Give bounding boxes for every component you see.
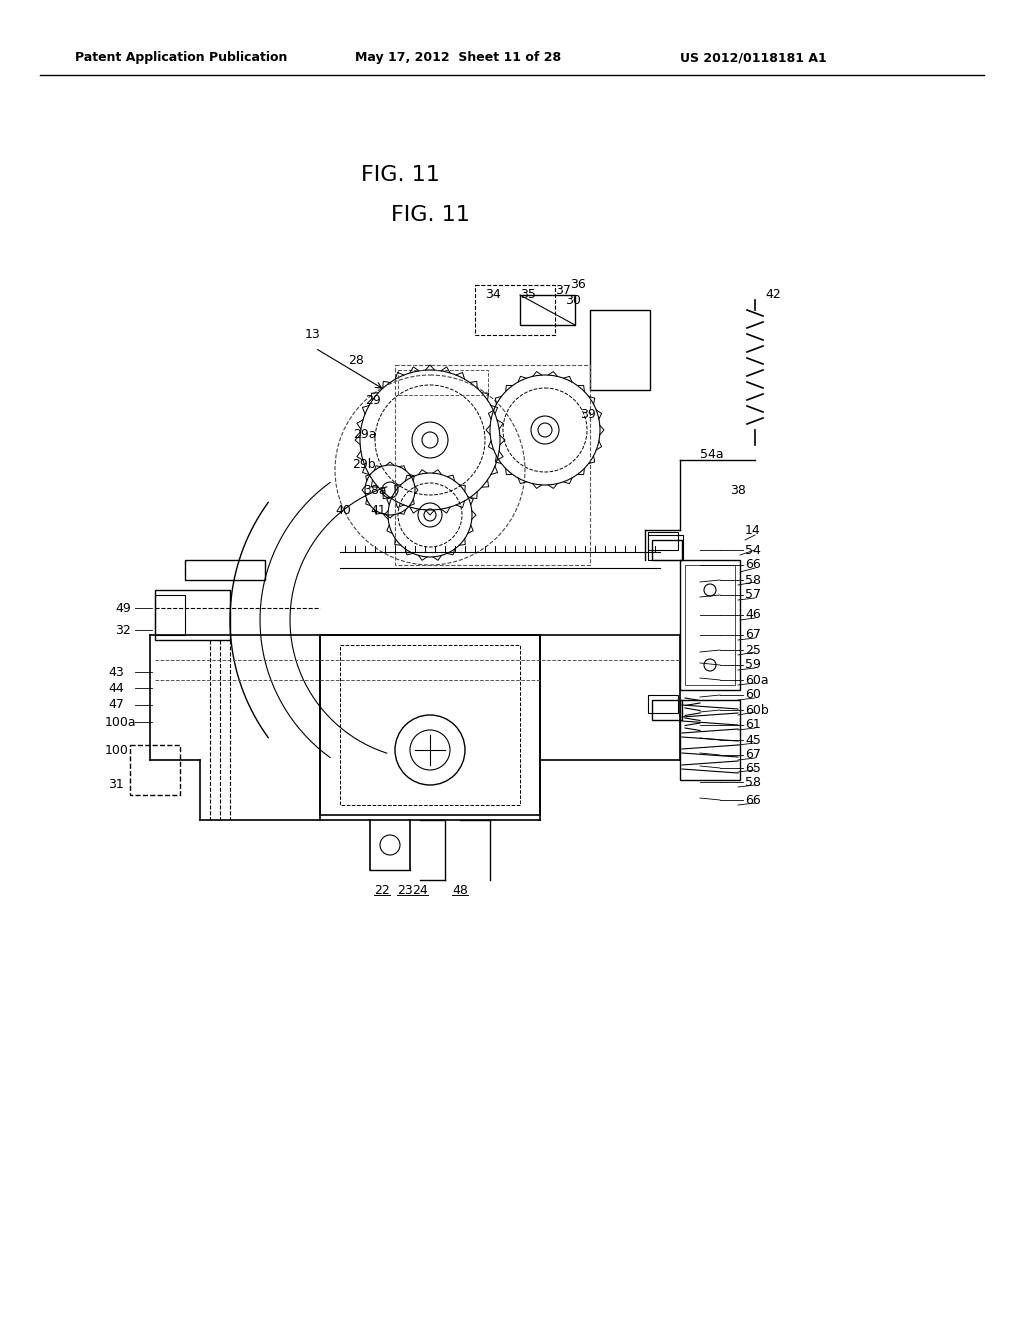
Bar — [398, 370, 488, 395]
Text: 45: 45 — [745, 734, 761, 747]
Text: 44: 44 — [108, 681, 124, 694]
Text: 34: 34 — [485, 289, 501, 301]
Text: 22: 22 — [374, 883, 390, 896]
Text: 42: 42 — [765, 289, 780, 301]
Text: US 2012/0118181 A1: US 2012/0118181 A1 — [680, 51, 826, 65]
Text: 35: 35 — [520, 289, 536, 301]
Text: 28: 28 — [348, 354, 364, 367]
Bar — [319, 635, 540, 814]
Text: 36: 36 — [570, 279, 586, 292]
Text: 14: 14 — [745, 524, 761, 536]
Text: 38: 38 — [730, 483, 745, 496]
Text: 100: 100 — [105, 743, 129, 756]
Text: 25: 25 — [745, 644, 761, 656]
Text: 43: 43 — [108, 665, 124, 678]
Text: 24: 24 — [412, 883, 428, 896]
Text: 40: 40 — [335, 503, 351, 516]
Bar — [680, 560, 740, 690]
Text: 47: 47 — [108, 698, 124, 711]
Text: 49: 49 — [115, 602, 131, 615]
Text: 23: 23 — [397, 883, 413, 896]
Text: 39: 39 — [580, 408, 596, 421]
Text: FIG. 11: FIG. 11 — [360, 165, 439, 185]
Bar — [590, 310, 650, 389]
Text: 31: 31 — [108, 779, 124, 792]
Text: May 17, 2012  Sheet 11 of 28: May 17, 2012 Sheet 11 of 28 — [355, 51, 561, 65]
Text: 58: 58 — [745, 573, 761, 586]
Text: 60: 60 — [745, 689, 761, 701]
Text: 41: 41 — [370, 503, 386, 516]
Text: 60a: 60a — [745, 673, 769, 686]
Text: 13: 13 — [305, 329, 321, 342]
Bar — [185, 560, 265, 579]
Bar — [652, 540, 682, 560]
Text: 30: 30 — [565, 293, 581, 306]
Bar — [680, 700, 740, 780]
Text: 66: 66 — [745, 793, 761, 807]
Text: Patent Application Publication: Patent Application Publication — [75, 51, 288, 65]
Bar — [652, 700, 682, 719]
Text: 29: 29 — [365, 393, 381, 407]
Text: 38a: 38a — [362, 483, 387, 496]
Text: 37: 37 — [555, 284, 570, 297]
Text: 57: 57 — [745, 589, 761, 602]
Text: 67: 67 — [745, 748, 761, 762]
Bar — [395, 366, 590, 565]
Text: FIG. 11: FIG. 11 — [390, 205, 469, 224]
Text: 60b: 60b — [745, 704, 769, 717]
Bar — [155, 590, 230, 640]
Bar — [130, 744, 180, 795]
Bar — [648, 535, 683, 560]
Text: 67: 67 — [745, 628, 761, 642]
Text: 65: 65 — [745, 762, 761, 775]
Bar — [520, 294, 575, 325]
Bar — [685, 565, 735, 685]
Text: 29a: 29a — [353, 429, 377, 441]
Bar — [648, 696, 678, 713]
Text: 32: 32 — [115, 623, 131, 636]
Text: 48: 48 — [452, 883, 468, 896]
Text: 100a: 100a — [105, 715, 136, 729]
Text: 61: 61 — [745, 718, 761, 731]
Text: 54a: 54a — [700, 449, 724, 462]
Bar — [475, 285, 555, 335]
Text: 59: 59 — [745, 659, 761, 672]
Bar — [340, 645, 520, 805]
Text: 46: 46 — [745, 609, 761, 622]
Text: 58: 58 — [745, 776, 761, 788]
Text: 29b: 29b — [352, 458, 376, 471]
Bar — [648, 532, 678, 550]
Text: 66: 66 — [745, 558, 761, 572]
Bar — [155, 595, 185, 635]
Text: 54: 54 — [745, 544, 761, 557]
